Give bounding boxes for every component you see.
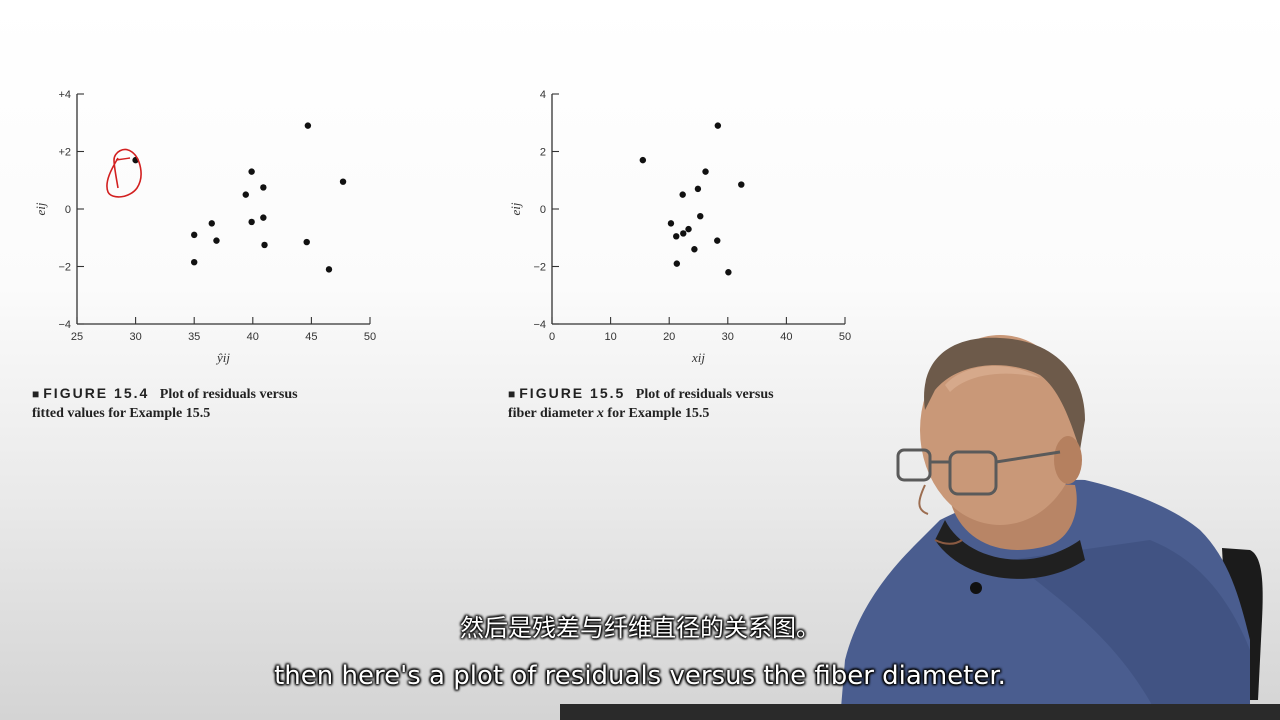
x-tick-label: 10 [604, 331, 616, 343]
data-point [260, 184, 267, 191]
figure-15-4-caption: ■ FIGURE 15.4 Plot of residuals versus fi… [32, 384, 412, 423]
data-point [673, 233, 680, 240]
x-tick-label: 20 [663, 331, 675, 343]
caption-text: Plot of residuals versus [635, 387, 774, 402]
caption-line2-b: for Example 15.5 [607, 406, 710, 421]
data-point [673, 260, 681, 267]
subtitle-english: then here's a plot of residuals versus t… [274, 661, 1006, 691]
y-axis-title: eij [508, 202, 523, 215]
y-tick-label: 4 [540, 89, 546, 101]
data-point [667, 220, 675, 227]
data-point [208, 220, 215, 227]
data-point [679, 191, 686, 198]
data-point [242, 191, 249, 198]
y-tick-label: −4 [58, 319, 71, 331]
x-tick-label: 30 [129, 331, 141, 343]
caption-text: Plot of residuals versus [159, 387, 298, 402]
data-point [303, 238, 310, 246]
caption-line2: fitted values for Example 15.5 [32, 406, 211, 421]
caption-bullet-icon: ■ [32, 387, 40, 401]
data-point [680, 230, 687, 237]
data-point [213, 237, 220, 244]
y-tick-label: +4 [58, 89, 71, 101]
x-tick-label: 50 [364, 331, 376, 343]
y-tick-label: −4 [533, 319, 546, 331]
figure-15-5-caption: ■ FIGURE 15.5 Plot of residuals versus fi… [508, 384, 888, 423]
x-tick-label: 30 [722, 331, 734, 343]
annotation-mark-stroke [115, 157, 131, 161]
caption-line2-x: x [596, 406, 604, 421]
data-point [697, 212, 704, 220]
data-point [191, 231, 198, 239]
data-point [248, 168, 255, 175]
data-point [725, 269, 732, 276]
y-tick-label: +2 [58, 147, 71, 159]
data-point [339, 178, 347, 185]
x-tick-label: 50 [839, 331, 851, 343]
subtitle-chinese: 然后是残差与纤维直径的关系图。 [460, 614, 820, 642]
y-tick-label: 0 [65, 204, 71, 216]
data-point [248, 218, 255, 226]
y-axis-title: eij [33, 202, 48, 215]
x-tick-label: 45 [305, 331, 317, 343]
x-tick-label: 40 [780, 331, 792, 343]
data-point [325, 266, 333, 273]
x-tick-label: 0 [549, 331, 555, 343]
data-point [714, 122, 722, 129]
figure-label: FIGURE 15.5 [519, 385, 626, 401]
data-point [685, 225, 692, 233]
x-tick-label: 25 [71, 331, 83, 343]
y-tick-label: 2 [540, 147, 546, 159]
data-point [304, 122, 312, 129]
x-axis-title: ŷij [215, 350, 230, 365]
data-point [261, 241, 268, 249]
data-point [738, 181, 745, 188]
data-point [639, 156, 647, 164]
x-axis-title: xij [691, 350, 705, 365]
caption-line2-a: fiber diameter [508, 406, 594, 421]
y-tick-label: 0 [540, 204, 546, 216]
data-point [702, 168, 709, 175]
data-point [694, 185, 702, 193]
data-point [714, 237, 721, 244]
data-point [260, 214, 267, 221]
y-tick-label: −2 [58, 262, 71, 274]
data-point [191, 258, 198, 266]
figure-label: FIGURE 15.4 [43, 385, 150, 401]
x-tick-label: 35 [188, 331, 200, 343]
y-tick-label: −2 [533, 262, 546, 274]
x-tick-label: 40 [247, 331, 259, 343]
data-point [691, 246, 698, 253]
caption-bullet-icon: ■ [508, 387, 516, 401]
annotation-circle-stroke [106, 148, 142, 198]
